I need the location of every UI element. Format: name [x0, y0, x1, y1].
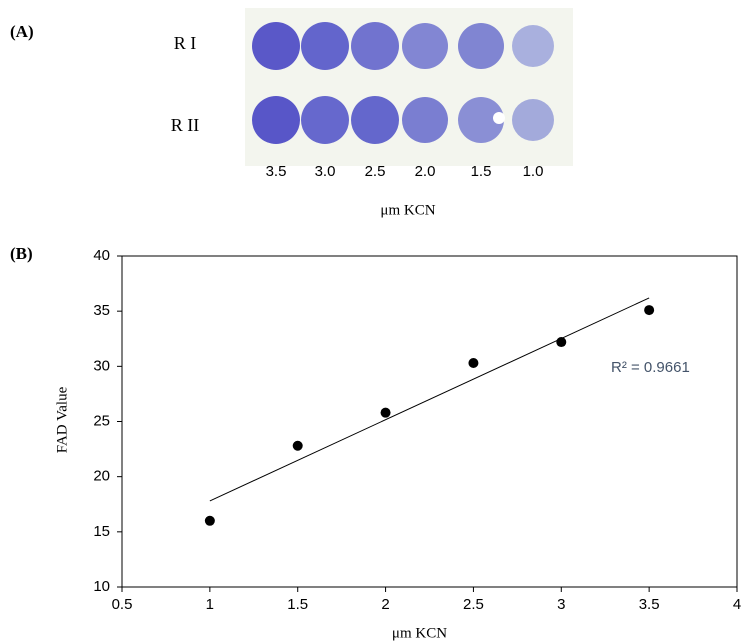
chart: 10 15 20 25 30 35 40 0.5 1 1.5 2 2.5 3 3.5 4 μm KCN FAD …	[54, 247, 741, 641]
column-label: 2.5	[365, 163, 386, 180]
column-label: 1.0	[523, 163, 544, 180]
row-label: R II	[171, 115, 200, 135]
data-point	[204, 515, 215, 526]
column-labels: 3.5 3.0 2.5 2.0 1.5 1.0	[266, 163, 544, 180]
column-label: 1.5	[471, 163, 492, 180]
x-tick-label: 0.5	[112, 596, 133, 613]
dot-glare	[493, 112, 505, 124]
y-tick-label: 40	[93, 247, 110, 264]
data-point	[468, 358, 479, 369]
panel-label: (B)	[10, 244, 33, 263]
dot	[458, 97, 504, 143]
plot-frame	[121, 255, 738, 588]
x-tick-label: 2	[381, 596, 389, 613]
data-point	[380, 407, 391, 418]
dot	[402, 97, 448, 143]
y-tick-label: 25	[93, 412, 110, 429]
panel-label: (A)	[10, 22, 34, 41]
data-point	[292, 440, 303, 451]
y-tick-label: 10	[93, 578, 110, 595]
trendline	[209, 297, 650, 502]
x-tick-label: 4	[733, 596, 741, 613]
column-label: 2.0	[415, 163, 436, 180]
dot	[458, 23, 504, 69]
x-tick-label: 3.5	[639, 596, 660, 613]
data-point	[556, 337, 567, 348]
x-tick-label: 3	[557, 596, 565, 613]
y-axis-label: FAD Value	[54, 386, 70, 453]
column-label: 3.0	[315, 163, 336, 180]
dot	[301, 22, 349, 70]
column-label: 3.5	[266, 163, 287, 180]
dot	[301, 96, 349, 144]
x-tick-label: 2.5	[463, 596, 484, 613]
dot	[351, 96, 399, 144]
dot	[252, 22, 300, 70]
y-tick-label: 35	[93, 302, 110, 319]
y-tick-label: 30	[93, 357, 110, 374]
dot	[252, 96, 300, 144]
row-label: R I	[174, 33, 197, 53]
dot	[512, 25, 554, 67]
x-tick-label: 1	[206, 596, 214, 613]
y-tick-label: 15	[93, 523, 110, 540]
panel-x-label: μm KCN	[380, 202, 435, 218]
dot	[351, 22, 399, 70]
y-tick-label: 20	[93, 468, 110, 485]
annotation: R² = 0.9661	[611, 359, 690, 376]
dot	[402, 23, 448, 69]
dot	[512, 99, 554, 141]
data-point	[644, 305, 655, 316]
plate-dots	[252, 22, 554, 144]
x-tick-label: 1.5	[287, 596, 308, 613]
x-axis-label: μm KCN	[392, 625, 447, 641]
